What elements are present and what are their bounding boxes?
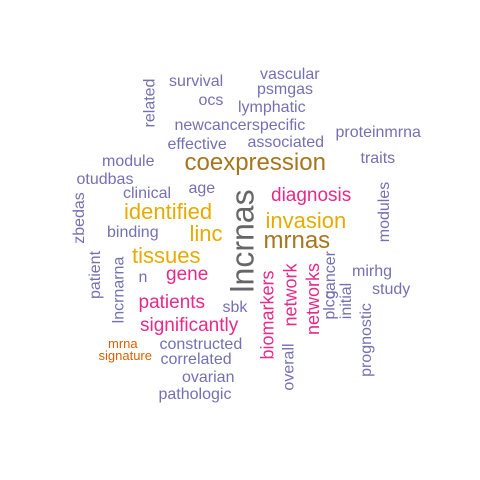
word-invasion: invasion	[265, 208, 347, 233]
word-lncrnarna: lncrnarna	[109, 256, 127, 324]
word-ocs: ocs	[198, 92, 224, 109]
word-newcancerspecific: newcancerspecific	[174, 117, 306, 134]
word-tissues: tissues	[132, 243, 201, 268]
word-patient: patient	[87, 250, 105, 300]
word-module: module	[102, 153, 155, 170]
word-linc: linc	[189, 221, 223, 246]
word-diagnosis: diagnosis	[271, 184, 352, 206]
word-biomarkers: biomarkers	[257, 270, 278, 360]
word-sbk: sbk	[222, 299, 248, 316]
word-modules: modules	[376, 181, 394, 243]
word-traits: traits	[360, 150, 396, 167]
word-clinical: clinical	[123, 185, 172, 202]
word-related: related	[140, 78, 158, 128]
word-network: network	[280, 263, 301, 327]
word-initial: initial	[338, 282, 356, 320]
word-networks: networks	[303, 262, 324, 336]
word-ovarian: ovarian	[182, 369, 235, 386]
word-gene: gene	[166, 263, 209, 285]
word-significantly: significantly	[140, 314, 239, 336]
word-cancer: cancer	[322, 250, 340, 300]
word-age: age	[188, 180, 216, 197]
word-vascular: vascular	[260, 66, 320, 83]
word-lncrnas: lncrnas	[224, 189, 261, 293]
word-patients: patients	[138, 291, 206, 313]
word-proteinmrna: proteinmrna	[335, 124, 421, 141]
word-mrnas: mrnas	[263, 227, 331, 254]
word-identified: identified	[124, 199, 213, 224]
word-constructed: constructed	[159, 336, 243, 353]
word-prognostic: prognostic	[357, 303, 375, 377]
word-otudbas: otudbas	[76, 171, 134, 188]
word-survival: survival	[169, 73, 224, 90]
word-overall: overall	[280, 343, 298, 391]
word-correlated: correlated	[160, 351, 232, 368]
word-effective: effective	[167, 136, 227, 153]
word-mrna: mrna	[108, 335, 138, 351]
word-associated: associated	[247, 134, 325, 151]
word-binding: binding	[107, 224, 159, 241]
word-lymphatic: lymphatic	[238, 99, 306, 116]
word-pathologic: pathologic	[158, 386, 232, 403]
word-study: study	[372, 281, 411, 298]
word-coexpression: coexpression	[184, 149, 326, 176]
word-n: n	[138, 269, 148, 286]
word-psmgas: psmgas	[257, 81, 314, 98]
word-mirhg: mirhg	[352, 263, 393, 280]
word-signature: signature	[98, 347, 152, 363]
word-zbedas: zbedas	[70, 192, 88, 244]
